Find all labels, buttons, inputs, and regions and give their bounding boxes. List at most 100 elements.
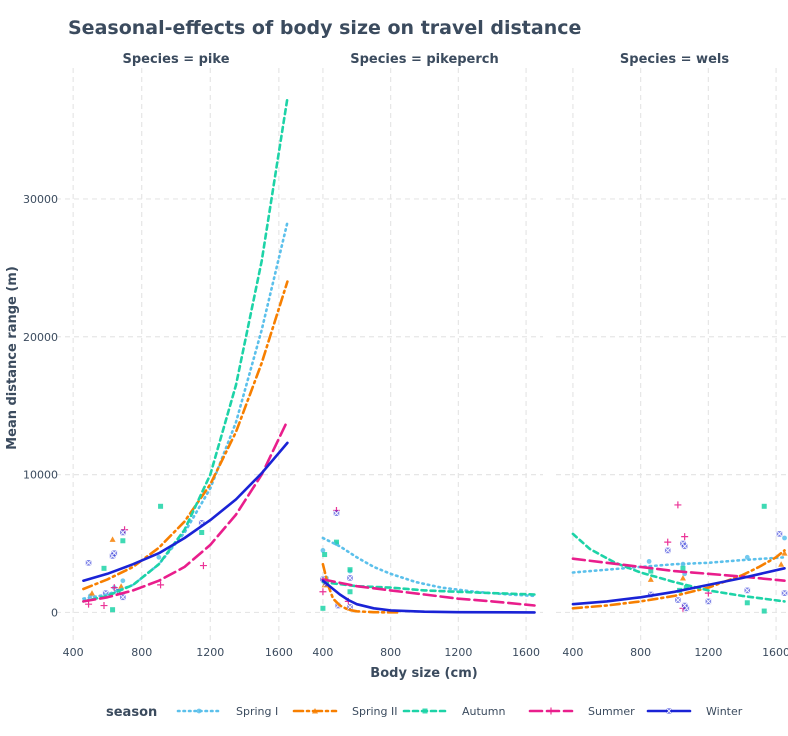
y-tick-label: 20000 bbox=[23, 331, 58, 344]
legend-item-winter[interactable]: Winter bbox=[646, 705, 743, 718]
facet-label: Species = wels bbox=[620, 52, 729, 67]
point-winter bbox=[776, 530, 783, 537]
curve-summer-pikeperch bbox=[321, 578, 536, 607]
point-autumn bbox=[744, 600, 750, 606]
x-tick-label: 1600 bbox=[265, 646, 293, 659]
curve-autumn-pikeperch bbox=[321, 580, 536, 596]
legend-marker bbox=[547, 707, 555, 715]
point-winter bbox=[119, 529, 126, 536]
point-summer bbox=[674, 501, 682, 509]
x-tick-label: 400 bbox=[312, 646, 333, 659]
curve-spring-i-wels bbox=[571, 556, 786, 574]
curve-summer-pike bbox=[82, 419, 289, 603]
y-tick-label: 30000 bbox=[23, 193, 58, 206]
x-tick-label: 1200 bbox=[694, 646, 722, 659]
legend-item-summer[interactable]: Summer bbox=[528, 705, 635, 718]
point-spring-ii bbox=[647, 576, 654, 582]
point-spring-ii bbox=[679, 574, 686, 581]
legend-item-autumn[interactable]: Autumn bbox=[402, 705, 505, 718]
legend-label: Spring II bbox=[352, 705, 397, 718]
point-winter bbox=[681, 543, 688, 550]
point-autumn bbox=[648, 568, 654, 574]
x-tick-label: 1200 bbox=[196, 646, 224, 659]
point-summer bbox=[157, 581, 165, 589]
facet-pikeperch: Species = pikeperch 400 800 1200 1600 bbox=[306, 52, 543, 659]
legend-item-spring-i[interactable]: Spring I bbox=[176, 705, 278, 718]
point-autumn bbox=[158, 503, 164, 509]
point-spring-ii bbox=[109, 536, 116, 542]
point-autumn bbox=[761, 503, 767, 509]
curve-spring-ii-pike bbox=[82, 280, 289, 591]
curve-winter-pike bbox=[82, 441, 289, 582]
point-spring-ii bbox=[778, 561, 785, 567]
point-autumn bbox=[101, 565, 107, 571]
point-winter bbox=[346, 574, 354, 582]
facet-pike: Species = pike 400 800 1200 1600 bbox=[56, 52, 296, 659]
curve-winter-pikeperch bbox=[321, 579, 536, 614]
x-tick-label: 1200 bbox=[444, 646, 472, 659]
point-winter bbox=[674, 596, 682, 604]
y-axis-ticks: 0 10000 20000 30000 bbox=[23, 193, 58, 619]
point-winter bbox=[333, 510, 340, 517]
y-tick-label: 10000 bbox=[23, 469, 58, 482]
curve-autumn-pike bbox=[82, 97, 289, 603]
point-winter bbox=[744, 587, 751, 594]
x-tick-label: 400 bbox=[63, 646, 84, 659]
facet-label: Species = pikeperch bbox=[350, 52, 499, 67]
legend-marker bbox=[312, 708, 318, 714]
point-winter bbox=[346, 603, 354, 611]
legend-marker bbox=[422, 708, 428, 714]
point-winter bbox=[781, 590, 788, 597]
facet-wels: Species = wels 400 800 1200 1600 bbox=[556, 52, 788, 659]
point-autumn bbox=[199, 529, 205, 535]
point-spring-ii bbox=[781, 550, 788, 556]
point-autumn bbox=[322, 552, 328, 558]
x-tick-label: 800 bbox=[131, 646, 152, 659]
point-autumn bbox=[761, 608, 767, 614]
legend-label: Spring I bbox=[236, 705, 278, 718]
point-summer bbox=[100, 602, 108, 610]
point-spring-i bbox=[320, 548, 326, 553]
legend-label: Autumn bbox=[462, 705, 505, 718]
point-spring-ii bbox=[89, 590, 95, 596]
point-autumn bbox=[120, 538, 126, 544]
point-autumn bbox=[110, 607, 116, 613]
legend-marker bbox=[196, 708, 202, 714]
legend-label: Winter bbox=[706, 705, 743, 718]
point-autumn bbox=[333, 539, 339, 545]
legend-marker bbox=[665, 707, 673, 715]
legend-item-spring-ii[interactable]: Spring II bbox=[292, 705, 397, 718]
point-autumn bbox=[347, 589, 353, 595]
curve-summer-wels bbox=[571, 557, 786, 582]
facet-label: Species = pike bbox=[122, 52, 229, 67]
x-tick-label: 800 bbox=[630, 646, 651, 659]
legend-label: Summer bbox=[588, 705, 635, 718]
legend: season Spring I Spring II Autumn Summer Wint… bbox=[106, 705, 743, 720]
curve-winter-wels bbox=[571, 567, 786, 606]
point-autumn bbox=[683, 585, 689, 591]
point-spring-i bbox=[156, 554, 162, 560]
point-winter bbox=[664, 547, 671, 554]
point-summer bbox=[664, 538, 672, 546]
curve-spring-ii-wels bbox=[571, 549, 786, 610]
x-tick-label: 1600 bbox=[512, 646, 540, 659]
point-spring-i bbox=[120, 578, 126, 584]
point-spring-i bbox=[646, 559, 652, 564]
point-autumn bbox=[320, 605, 326, 611]
y-tick-label: 0 bbox=[51, 606, 58, 619]
x-tick-label: 400 bbox=[562, 646, 583, 659]
point-winter bbox=[119, 594, 126, 601]
x-tick-label: 1600 bbox=[762, 646, 788, 659]
point-spring-i bbox=[782, 535, 787, 541]
point-summer bbox=[681, 533, 689, 541]
point-summer bbox=[199, 562, 207, 570]
x-tick-label: 800 bbox=[380, 646, 401, 659]
point-summer bbox=[319, 588, 327, 596]
point-winter bbox=[681, 602, 688, 609]
point-winter bbox=[705, 598, 712, 605]
point-spring-ii bbox=[118, 583, 125, 589]
x-axis-title: Body size (cm) bbox=[370, 666, 477, 681]
point-summer bbox=[110, 584, 118, 592]
